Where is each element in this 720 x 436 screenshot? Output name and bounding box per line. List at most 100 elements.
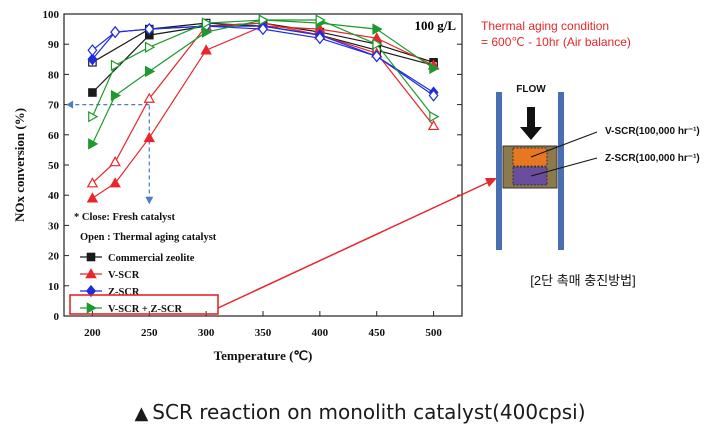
legend-label: Z-SCR — [108, 287, 140, 298]
x-tick-label: 400 — [312, 327, 329, 339]
v-scr-brick — [512, 147, 548, 167]
figure: 0 10 20 30 40 50 60 70 80 90 100 200 250 300 350 400 45… — [12, 9, 700, 363]
data-point — [88, 138, 99, 150]
reactor-wall-left — [496, 92, 502, 250]
data-point — [429, 62, 440, 75]
v-scr-label: V-SCR(100,000 hr⁻¹) — [605, 126, 700, 137]
series-v-scr-fresh — [86, 20, 440, 203]
pointer-arrowhead — [485, 178, 497, 187]
y-axis-label: NOx conversion (%) — [12, 108, 27, 222]
x-tick-label: 250 — [141, 327, 158, 339]
legend-label: Commercial zeolite — [108, 253, 195, 264]
y-tick-label: 0 — [54, 311, 60, 323]
data-point — [258, 22, 268, 36]
legend-swatch-marker — [85, 268, 97, 279]
flow-label: FLOW — [516, 84, 546, 95]
series-line — [92, 25, 434, 96]
data-point — [86, 192, 99, 203]
data-point — [86, 177, 99, 188]
y-tick-label: 100 — [43, 9, 60, 21]
data-point — [427, 119, 440, 131]
y-tick-label: 90 — [48, 39, 60, 51]
flow-arrow-icon — [520, 127, 542, 140]
data-point — [110, 25, 121, 39]
y-tick-label: 20 — [48, 251, 60, 263]
data-point — [144, 22, 155, 36]
loading-annotation: 100 g/L — [414, 18, 456, 33]
loading-method-label: [2단 촉매 충진방법] — [530, 273, 635, 288]
legend-item: Commercial zeolite — [80, 252, 195, 264]
x-tick-label: 350 — [255, 327, 272, 339]
data-point — [144, 41, 156, 53]
x-tick-label: 300 — [198, 327, 215, 339]
legend-item: V-SCR — [80, 268, 140, 281]
legend-highlight-box — [69, 294, 219, 315]
data-point — [372, 23, 383, 35]
data-point — [143, 92, 156, 103]
reactor-wall-right — [558, 92, 564, 250]
series-line — [92, 25, 434, 199]
legend-label: V-SCR — [108, 270, 140, 281]
data-point — [88, 88, 97, 97]
y-tick-label: 30 — [48, 220, 60, 232]
x-tick-label: 450 — [368, 327, 385, 339]
x-tick-label: 500 — [425, 327, 442, 339]
reactor-diagram: FLOW V-SCR(100,000 hr⁻¹) Z-SCR(100,000 h… — [496, 84, 700, 288]
guide-lines — [66, 98, 154, 205]
legend-item: Z-SCR — [80, 284, 140, 298]
data-point — [372, 38, 383, 50]
y-tick-label: 60 — [48, 130, 60, 142]
legend-swatch-marker — [86, 284, 96, 298]
data-point — [110, 89, 122, 102]
series-z-scr-aged — [87, 19, 439, 102]
z-scr-leader — [530, 157, 598, 177]
series-line — [91, 19, 435, 118]
caption-text: SCR reaction on monolith catalyst(400cps… — [152, 400, 586, 424]
series-v-scr-z-scr-fresh — [88, 14, 440, 150]
caption-triangle-icon: ▲ — [134, 403, 149, 424]
legend-swatch-marker — [86, 252, 96, 262]
data-point — [109, 156, 121, 167]
y-tick-label: 10 — [48, 281, 60, 293]
data-point — [314, 32, 325, 45]
legend: * Close: Fresh catalyst Open : Thermal a… — [69, 212, 219, 315]
z-scr-brick — [512, 166, 548, 186]
data-point — [88, 110, 99, 123]
data-point — [429, 110, 440, 123]
data-point — [143, 131, 156, 143]
series-line — [91, 22, 435, 184]
series-layer — [86, 14, 440, 203]
figure-caption: ▲ SCR reaction on monolith catalyst(400cp… — [0, 400, 720, 424]
series-line — [91, 25, 434, 94]
data-point — [109, 177, 121, 188]
y-axis: 0 10 20 30 40 50 60 70 80 90 100 — [43, 9, 462, 323]
x-axis-label: Temperature (℃) — [214, 348, 313, 363]
x-tick-label: 200 — [84, 327, 101, 339]
legend-label: V-SCR + Z-SCR — [108, 304, 182, 315]
condition-title: Thermal aging condition — [481, 19, 609, 33]
legend-item: V-SCR + Z-SCR — [80, 302, 182, 315]
data-point — [201, 26, 213, 38]
y-tick-label: 50 — [48, 160, 60, 172]
guide-arrowhead — [145, 196, 154, 205]
legend-note-aged: Open : Thermal aging catalyst — [80, 232, 217, 243]
data-point — [315, 14, 326, 26]
y-tick-label: 40 — [48, 190, 60, 202]
data-point — [201, 17, 213, 29]
flow-arrow-shaft — [527, 107, 535, 127]
x-axis: 200 250 300 350 400 450 500 — [84, 311, 442, 339]
data-point — [258, 14, 269, 26]
data-point — [144, 65, 156, 78]
legend-swatch-marker — [86, 302, 97, 314]
series-v-scr-z-scr-aged — [88, 14, 440, 123]
data-point — [110, 59, 122, 72]
data-point — [371, 50, 382, 63]
condition-detail: = 600℃ - 10hr (Air balance) — [481, 35, 631, 49]
v-scr-leader — [530, 131, 598, 158]
data-point — [200, 44, 212, 55]
guide-arrowhead — [66, 100, 74, 109]
data-point — [87, 53, 98, 66]
z-scr-label: Z-SCR(100,000 hr⁻¹) — [605, 153, 700, 164]
data-point — [87, 44, 98, 57]
data-point — [428, 89, 439, 102]
